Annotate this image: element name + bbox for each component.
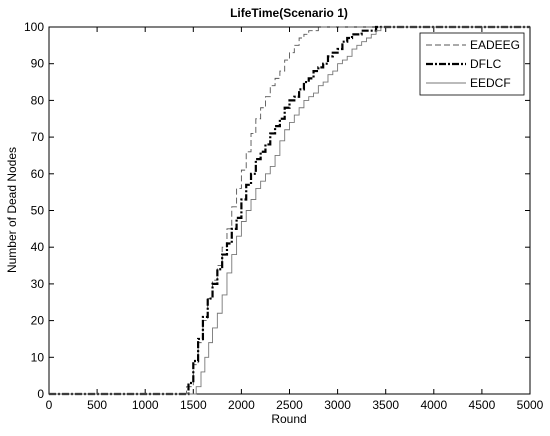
y-tick-label: 70: [31, 130, 45, 144]
legend: EADEEG DFLC EEDCF: [419, 32, 525, 96]
legend-label-eadeeg: EADEEG: [470, 38, 520, 52]
x-tick-label: 1500: [180, 398, 207, 412]
series-line-eedcf: [49, 26, 530, 395]
y-tick-label: 80: [31, 93, 45, 107]
legend-label-eedcf: EEDCF: [470, 76, 511, 90]
chart-title: LifeTime(Scenario 1): [230, 6, 348, 20]
x-tick-label: 4000: [420, 398, 447, 412]
x-tick-label: 3000: [324, 398, 351, 412]
y-tick-label: 0: [37, 387, 44, 401]
legend-box: [419, 32, 525, 96]
x-tick-label: 3500: [372, 398, 399, 412]
y-tick-label: 40: [31, 240, 45, 254]
y-tick-label: 90: [31, 57, 45, 71]
y-tick-label: 10: [31, 350, 45, 364]
x-tick-label: 4500: [469, 398, 496, 412]
x-tick-label: 2000: [228, 398, 255, 412]
x-tick-label: 1000: [132, 398, 159, 412]
x-axis-label: Round: [271, 412, 306, 426]
y-tick-label: 30: [31, 277, 45, 291]
x-tick-label: 5000: [517, 398, 544, 412]
y-tick-label: 50: [31, 204, 45, 218]
y-tick-label: 20: [31, 314, 45, 328]
y-tick-label: 100: [24, 20, 44, 34]
x-tick-label: 2500: [276, 398, 303, 412]
x-tick-label: 500: [87, 398, 107, 412]
series-line-eadeeg: [49, 26, 530, 395]
y-tick-label: 60: [31, 167, 45, 181]
x-tick-label: 0: [46, 398, 53, 412]
series-lines: [49, 25, 530, 396]
y-axis-label: Number of Dead Nodes: [5, 147, 19, 273]
legend-label-dflc: DFLC: [470, 57, 502, 71]
series-line-dflc: [49, 25, 530, 396]
x-axis-ticks: 0 500 1000 1500 2000 2500 3000 3500 4000 4500 5000: [46, 27, 544, 412]
y-axis-ticks: 0 10 20 30 40 50 60 70 80 90 100: [24, 20, 530, 401]
